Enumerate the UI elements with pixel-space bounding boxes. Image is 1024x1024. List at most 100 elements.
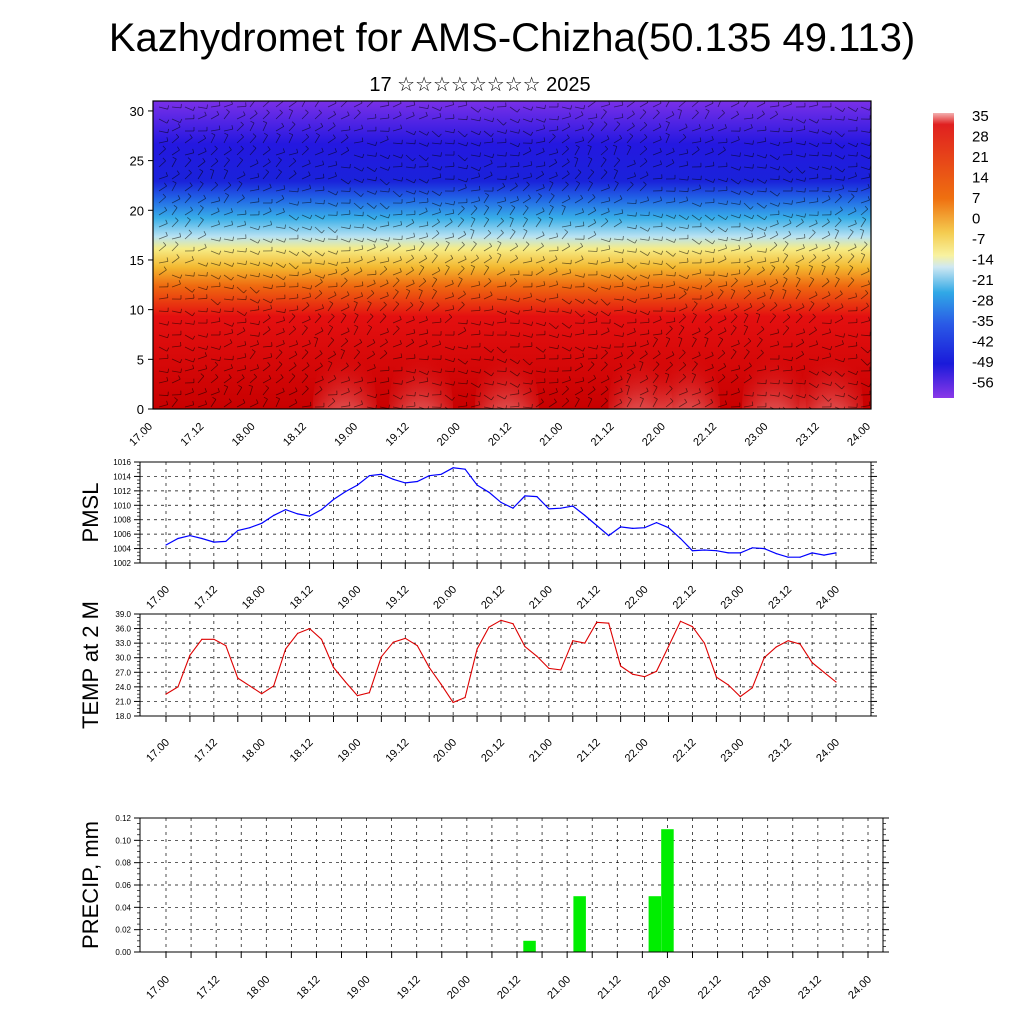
wind-barb — [860, 154, 870, 160]
wind-barb — [587, 101, 596, 108]
wind-barb-flag — [502, 267, 506, 271]
wind-barb — [691, 303, 698, 312]
wind-barb — [847, 118, 857, 122]
wind-barb-flag — [187, 157, 192, 161]
wind-barb-flag — [425, 207, 428, 212]
wind-barb-flag — [199, 168, 204, 172]
wind-barb-flag — [769, 288, 774, 292]
wind-barb — [353, 259, 363, 264]
wind-barb-flag — [360, 255, 363, 261]
wind-barb — [327, 190, 337, 196]
wind-barb — [834, 230, 839, 240]
wind-barb — [301, 365, 310, 372]
wind-barb — [613, 250, 623, 254]
wind-barb — [782, 369, 793, 372]
wind-barb — [756, 202, 765, 209]
x-tick-label: 18.12 — [295, 974, 323, 1002]
wind-barb-flag — [323, 173, 325, 178]
wind-barb — [743, 314, 749, 324]
wind-barb-flag — [619, 195, 623, 200]
wind-barb — [574, 146, 580, 156]
wind-barb — [418, 319, 428, 324]
wind-barb — [288, 173, 297, 180]
wind-barb — [600, 400, 608, 408]
wind-barb — [639, 390, 649, 396]
wind-barb — [626, 250, 636, 253]
profile-x-tick-label: 20.00 — [435, 421, 463, 449]
wind-barb-flag — [700, 285, 703, 290]
wind-barb — [834, 358, 844, 363]
wind-barb — [236, 368, 246, 372]
wind-barb-flag — [839, 206, 843, 211]
wind-barb — [717, 366, 726, 372]
wind-barb — [418, 190, 428, 195]
wind-barb — [392, 382, 402, 385]
chart-title: Kazhydromet for AMS-Chizha(50.135 49.113… — [108, 16, 916, 60]
wind-barb — [496, 232, 504, 240]
wind-barb — [509, 185, 518, 192]
wind-barb — [483, 195, 490, 204]
wind-barb-flag — [490, 348, 494, 353]
wind-barb — [496, 254, 502, 264]
wind-barb-flag — [203, 134, 207, 139]
wind-barb-flag — [553, 398, 557, 403]
wind-barb — [600, 352, 608, 360]
wind-barb — [860, 176, 870, 180]
wind-barb-flag — [485, 216, 490, 220]
wind-barb-flag — [595, 317, 598, 322]
wind-barb-flag — [691, 372, 696, 376]
wind-barb-flag — [503, 122, 507, 126]
profile-x-tick-label: 21.00 — [537, 421, 565, 449]
wind-barb-flag — [595, 300, 599, 305]
wind-barb — [730, 391, 740, 396]
wind-barb-flag — [842, 168, 846, 173]
wind-barb — [470, 230, 475, 240]
wind-barb — [808, 247, 818, 252]
wind-barb — [236, 286, 244, 294]
y-tick-label: 21.0 — [115, 697, 131, 706]
wind-barb — [808, 294, 818, 300]
wind-barb-flag — [218, 250, 222, 255]
wind-barb-flag — [682, 313, 686, 318]
wind-barb — [626, 202, 637, 204]
wind-barb — [834, 196, 842, 204]
wind-barb — [483, 245, 492, 252]
wind-barb-flag — [711, 147, 714, 152]
wind-barb-flag — [659, 315, 662, 320]
pmsl-point — [787, 556, 789, 558]
wind-barb-flag — [712, 178, 716, 183]
wind-barb-flag — [478, 293, 481, 298]
wind-barb-flag — [308, 315, 311, 320]
wind-barb — [847, 142, 857, 148]
wind-barb — [509, 106, 518, 113]
wind-barb — [678, 250, 688, 255]
wind-barb — [418, 258, 428, 264]
wind-barb — [496, 346, 505, 354]
wind-barb — [730, 202, 740, 205]
colorbar-label: -42 — [972, 334, 994, 351]
wind-barb — [236, 377, 245, 384]
wind-barb-flag — [616, 157, 621, 161]
wind-barb-flag — [554, 158, 558, 163]
wind-barb-flag — [321, 147, 324, 152]
wind-barb-flag — [436, 230, 440, 234]
wind-barb-flag — [607, 207, 610, 212]
wind-barb-flag — [374, 377, 377, 382]
wind-barb-flag — [308, 123, 311, 128]
wind-barb-flag — [319, 386, 323, 390]
wind-barb — [561, 272, 571, 276]
wind-barb — [288, 354, 298, 360]
wind-barb-flag — [265, 385, 269, 389]
wind-barb — [210, 391, 220, 396]
wind-barb — [340, 365, 349, 372]
pmsl-point — [536, 496, 538, 498]
wind-barb-flag — [257, 239, 261, 244]
wind-barb — [652, 112, 660, 120]
wind-barb — [561, 116, 571, 120]
wind-barb — [275, 226, 285, 229]
wind-barb-flag — [373, 279, 376, 284]
wind-barb-flag — [843, 116, 845, 121]
wind-barb-flag — [646, 101, 649, 103]
pmsl-point — [285, 509, 287, 511]
wind-barb — [548, 236, 558, 240]
